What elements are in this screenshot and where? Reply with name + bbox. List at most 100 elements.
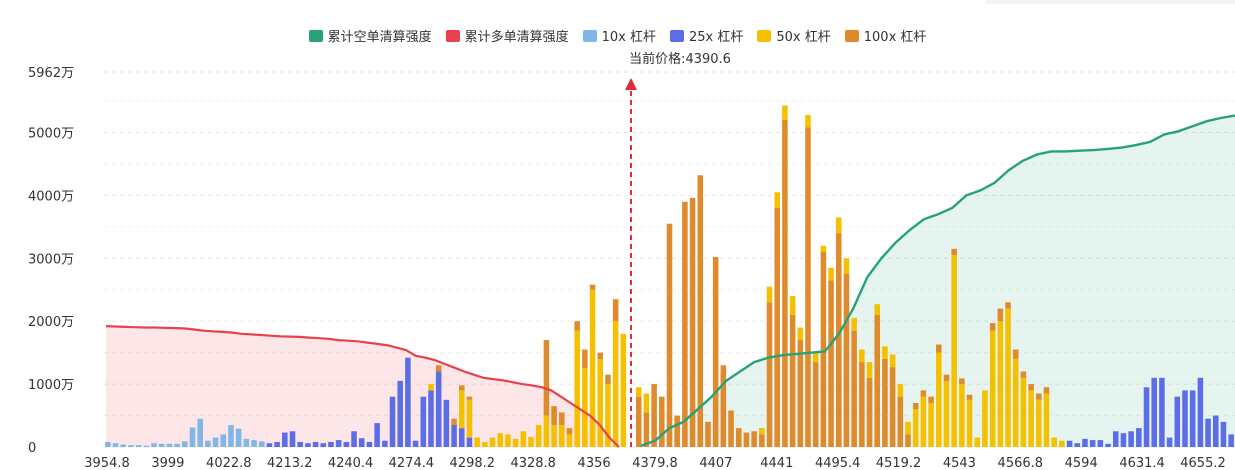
bar-lev50[interactable] xyxy=(459,390,465,429)
bar-lev50[interactable] xyxy=(620,333,627,447)
bar-lev50[interactable] xyxy=(505,434,511,447)
bar-lev50[interactable] xyxy=(482,441,488,447)
bar-lev25[interactable] xyxy=(1182,390,1188,447)
bar-lev100[interactable] xyxy=(951,248,957,256)
bar-lev10[interactable] xyxy=(174,443,180,447)
bar-lev100[interactable] xyxy=(928,396,934,403)
legend-item-short-cum[interactable]: 累计空单清算强度 xyxy=(308,26,432,45)
bar-lev50[interactable] xyxy=(805,114,811,128)
bar-lev25[interactable] xyxy=(451,424,457,447)
bar-lev25[interactable] xyxy=(289,431,296,447)
top-search-field[interactable] xyxy=(985,0,1235,4)
bar-lev100[interactable] xyxy=(812,362,819,447)
bar-lev100[interactable] xyxy=(920,390,927,397)
bar-lev25[interactable] xyxy=(335,440,342,447)
bar-lev10[interactable] xyxy=(143,445,150,447)
bar-lev10[interactable] xyxy=(258,441,265,447)
bar-lev25[interactable] xyxy=(1074,443,1081,447)
bar-lev50[interactable] xyxy=(489,437,496,447)
bar-lev25[interactable] xyxy=(420,396,427,447)
bar-lev25[interactable] xyxy=(351,431,357,447)
bar-lev100[interactable] xyxy=(866,377,873,447)
bar-lev100[interactable] xyxy=(451,418,457,425)
bar-lev100[interactable] xyxy=(574,321,580,331)
bar-lev100[interactable] xyxy=(551,406,557,425)
bar-lev100[interactable] xyxy=(666,223,673,447)
bar-lev25[interactable] xyxy=(1166,437,1173,447)
bar-lev50[interactable] xyxy=(843,258,850,275)
bar-lev100[interactable] xyxy=(874,314,880,447)
bar-lev10[interactable] xyxy=(135,445,142,447)
bar-lev100[interactable] xyxy=(774,207,780,447)
bar-lev100[interactable] xyxy=(643,412,650,447)
bar-lev25[interactable] xyxy=(1066,440,1073,447)
bar-lev10[interactable] xyxy=(128,445,134,447)
bar-lev100[interactable] xyxy=(805,127,811,447)
bar-lev25[interactable] xyxy=(1136,428,1142,447)
bar-lev100[interactable] xyxy=(989,323,996,331)
bar-lev100[interactable] xyxy=(689,197,696,447)
bar-lev25[interactable] xyxy=(389,396,396,447)
bar-lev50[interactable] xyxy=(520,431,527,447)
bar-lev25[interactable] xyxy=(343,441,350,447)
bar-lev100[interactable] xyxy=(820,252,827,447)
bar-lev50[interactable] xyxy=(812,352,819,363)
legend-item-lev50[interactable]: 50x 杠杆 xyxy=(757,26,831,45)
bar-lev50[interactable] xyxy=(582,368,588,447)
bar-lev50[interactable] xyxy=(474,437,480,447)
bar-lev100[interactable] xyxy=(605,374,611,385)
bar-lev100[interactable] xyxy=(782,119,788,448)
bar-lev50[interactable] xyxy=(982,390,988,447)
bar-lev100[interactable] xyxy=(912,402,919,410)
bar-lev100[interactable] xyxy=(735,428,742,447)
bar-lev25[interactable] xyxy=(305,443,311,447)
long-cum-line[interactable] xyxy=(105,325,620,448)
bar-lev25[interactable] xyxy=(1189,390,1196,447)
bar-lev25[interactable] xyxy=(412,440,419,447)
bar-lev50[interactable] xyxy=(959,384,965,447)
bar-lev25[interactable] xyxy=(1089,440,1096,447)
bar-lev50[interactable] xyxy=(859,349,865,363)
bar-lev100[interactable] xyxy=(751,431,757,447)
bar-lev25[interactable] xyxy=(1220,421,1227,447)
bar-lev100[interactable] xyxy=(936,344,942,353)
bar-lev100[interactable] xyxy=(943,374,950,381)
bar-lev10[interactable] xyxy=(120,444,126,447)
bar-lev100[interactable] xyxy=(466,396,473,400)
bar-lev50[interactable] xyxy=(766,286,773,303)
bar-lev50[interactable] xyxy=(605,384,611,447)
bar-lev100[interactable] xyxy=(759,434,765,447)
bar-lev100[interactable] xyxy=(582,349,588,369)
bar-lev100[interactable] xyxy=(897,396,904,447)
bar-lev50[interactable] xyxy=(782,105,788,120)
bar-lev100[interactable] xyxy=(797,340,804,447)
bar-lev50[interactable] xyxy=(1012,358,1019,447)
bar-lev100[interactable] xyxy=(1020,371,1027,378)
bar-lev25[interactable] xyxy=(312,441,319,447)
bar-lev10[interactable] xyxy=(197,418,203,447)
bar-lev50[interactable] xyxy=(759,428,765,435)
bar-lev50[interactable] xyxy=(559,424,565,447)
bar-lev25[interactable] xyxy=(1097,440,1104,447)
bar-lev25[interactable] xyxy=(320,443,327,447)
bar-lev50[interactable] xyxy=(535,424,542,447)
bar-lev50[interactable] xyxy=(928,402,934,447)
bar-lev100[interactable] xyxy=(1043,387,1050,394)
bar-lev50[interactable] xyxy=(512,438,519,447)
bar-lev100[interactable] xyxy=(828,280,834,447)
bar-lev50[interactable] xyxy=(574,330,580,447)
bar-lev25[interactable] xyxy=(1128,431,1134,447)
bar-lev10[interactable] xyxy=(112,443,119,447)
bar-lev100[interactable] xyxy=(720,365,727,447)
bar-lev100[interactable] xyxy=(882,358,888,447)
legend-item-lev100[interactable]: 100x 杠杆 xyxy=(844,26,926,45)
bar-lev100[interactable] xyxy=(659,396,665,447)
legend-item-long-cum[interactable]: 累计多单清算强度 xyxy=(445,26,569,45)
bar-lev100[interactable] xyxy=(674,415,680,447)
bar-lev50[interactable] xyxy=(997,321,1004,447)
bar-lev100[interactable] xyxy=(712,257,719,447)
bar-lev10[interactable] xyxy=(243,438,250,447)
bar-lev100[interactable] xyxy=(851,330,857,447)
bar-lev25[interactable] xyxy=(1159,377,1165,447)
bar-lev50[interactable] xyxy=(943,380,950,447)
